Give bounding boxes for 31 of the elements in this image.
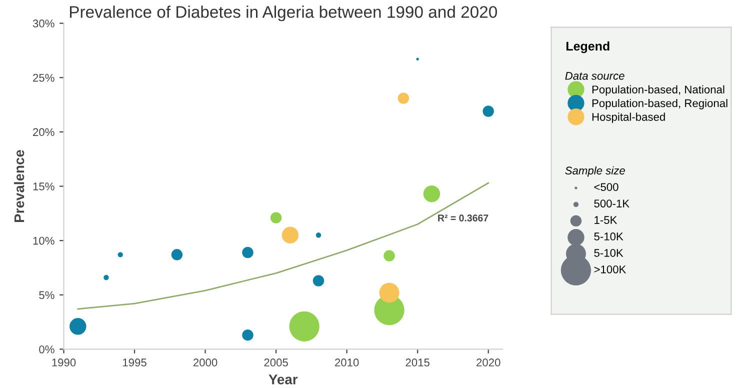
chart-title: Prevalence of Diabetes in Algeria between 1990 and 2020 bbox=[70, 6, 497, 22]
legend-title: Legend bbox=[566, 41, 610, 54]
legend-label: >100K bbox=[594, 265, 626, 274]
x-axis-title: Year bbox=[268, 374, 298, 384]
y-tick-label: 15% bbox=[33, 182, 54, 190]
legend-label: 5-10K bbox=[594, 232, 624, 240]
x-tick-label: 1990 bbox=[52, 358, 76, 366]
legend-label: 1-5K bbox=[594, 216, 618, 224]
x-tick-label: 2020 bbox=[476, 358, 500, 366]
legend-label: <500 bbox=[594, 183, 618, 191]
y-tick-label: 0% bbox=[39, 345, 54, 354]
legend-label: Population-based, National bbox=[592, 85, 724, 96]
y-tick-label: 30% bbox=[32, 20, 54, 28]
x-tick-label: 1995 bbox=[123, 358, 146, 366]
annotation: R² = 0.3667 bbox=[438, 214, 488, 222]
legend-label: Hospital-based bbox=[592, 112, 665, 124]
y-tick-label: 5% bbox=[39, 291, 54, 300]
legend-label: 500-1K bbox=[594, 200, 630, 208]
x-tick-label: 2000 bbox=[193, 358, 218, 366]
legend-label: Population-based, Regional bbox=[592, 98, 728, 110]
x-tick-label: 2015 bbox=[406, 358, 430, 366]
x-tick-label: 2005 bbox=[264, 358, 288, 366]
text: Data source bbox=[565, 72, 624, 80]
legend-label: 5-10K bbox=[594, 249, 624, 257]
y-axis-title: Prevalence bbox=[14, 150, 24, 222]
x-tick-label: 2010 bbox=[335, 358, 359, 366]
line-series bbox=[77, 182, 490, 310]
y-tick-label: 25% bbox=[33, 74, 54, 82]
text: Sample size bbox=[565, 166, 625, 177]
y-tick-label: 10% bbox=[33, 236, 54, 245]
y-tick-label: 20% bbox=[33, 128, 54, 136]
